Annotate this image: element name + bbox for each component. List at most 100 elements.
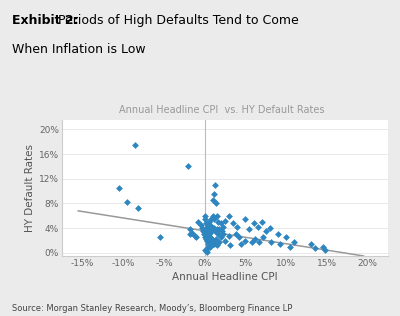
Point xyxy=(218,229,225,234)
Point xyxy=(203,248,210,253)
Point xyxy=(204,249,210,254)
Point xyxy=(212,182,218,187)
Text: Annual Headline CPI  vs. HY Default Rates: Annual Headline CPI vs. HY Default Rates xyxy=(119,105,325,115)
Point xyxy=(202,213,208,218)
Point xyxy=(234,224,240,229)
Point xyxy=(254,224,261,229)
Point xyxy=(287,244,294,249)
Point xyxy=(291,239,298,244)
Point xyxy=(208,239,214,244)
Point xyxy=(207,224,214,229)
Point xyxy=(204,238,210,243)
Point xyxy=(205,244,211,249)
Point xyxy=(210,198,216,203)
Point xyxy=(212,229,218,234)
Point xyxy=(210,241,216,246)
Point xyxy=(206,238,212,243)
Point xyxy=(283,235,289,240)
Point xyxy=(220,232,226,237)
Point xyxy=(242,238,248,243)
Point xyxy=(230,221,236,226)
Point xyxy=(238,241,244,246)
Point xyxy=(202,216,209,222)
Point xyxy=(276,241,283,246)
Point xyxy=(213,237,219,242)
Point xyxy=(207,244,214,249)
Point xyxy=(222,218,228,223)
Point xyxy=(124,199,130,204)
Point xyxy=(242,216,248,222)
Point xyxy=(116,185,122,191)
Point xyxy=(200,229,206,234)
Point xyxy=(199,226,205,231)
Point xyxy=(189,231,196,236)
Point xyxy=(157,235,163,240)
Point xyxy=(214,232,221,237)
Point xyxy=(201,232,207,237)
Point xyxy=(275,232,281,237)
Point xyxy=(205,229,211,234)
Point xyxy=(320,244,326,249)
Point xyxy=(211,226,218,231)
Point xyxy=(262,229,269,234)
Text: Exhibit 2:: Exhibit 2: xyxy=(12,14,79,27)
Point xyxy=(202,247,209,252)
Point xyxy=(203,232,210,237)
Point xyxy=(206,231,213,236)
Point xyxy=(246,227,253,232)
Point xyxy=(197,222,204,228)
Point xyxy=(187,232,193,237)
Point xyxy=(236,235,242,240)
Point xyxy=(206,219,212,224)
Point xyxy=(205,241,211,246)
Point xyxy=(267,226,273,231)
Point xyxy=(203,237,210,242)
Point xyxy=(307,241,314,246)
Point xyxy=(206,244,212,249)
Point xyxy=(206,241,213,246)
Point xyxy=(210,238,217,243)
Y-axis label: HY Default Rates: HY Default Rates xyxy=(25,144,35,232)
Point xyxy=(195,219,201,224)
Point xyxy=(260,235,266,240)
Point xyxy=(206,233,212,238)
Point xyxy=(219,224,226,229)
Point xyxy=(204,224,210,229)
Point xyxy=(206,227,212,232)
Point xyxy=(218,235,224,240)
Point xyxy=(214,227,220,232)
Point xyxy=(205,233,211,238)
Point xyxy=(252,237,258,242)
Point xyxy=(226,213,232,218)
Point xyxy=(218,221,224,226)
Point xyxy=(216,227,222,232)
Point xyxy=(226,233,232,238)
Point xyxy=(249,239,255,244)
Point xyxy=(210,226,216,231)
Point xyxy=(322,247,328,252)
Point xyxy=(214,243,220,248)
Point xyxy=(210,213,216,218)
Point xyxy=(207,235,214,240)
Point xyxy=(206,222,213,228)
Point xyxy=(209,237,215,242)
Point xyxy=(193,235,200,240)
Point xyxy=(213,201,219,206)
Point xyxy=(210,192,217,197)
Point xyxy=(222,238,228,243)
Point xyxy=(202,229,209,234)
Point xyxy=(268,239,275,244)
Point xyxy=(209,226,215,231)
Point xyxy=(132,142,138,147)
Point xyxy=(204,227,210,232)
Point xyxy=(208,216,214,222)
Point xyxy=(187,227,193,232)
Point xyxy=(216,239,222,244)
Point xyxy=(215,219,222,224)
Point xyxy=(185,164,192,169)
Text: When Inflation is Low: When Inflation is Low xyxy=(12,43,146,56)
Point xyxy=(312,246,318,251)
Text: Periods of High Defaults Tend to Come: Periods of High Defaults Tend to Come xyxy=(58,14,299,27)
Point xyxy=(134,206,141,211)
Point xyxy=(227,243,233,248)
